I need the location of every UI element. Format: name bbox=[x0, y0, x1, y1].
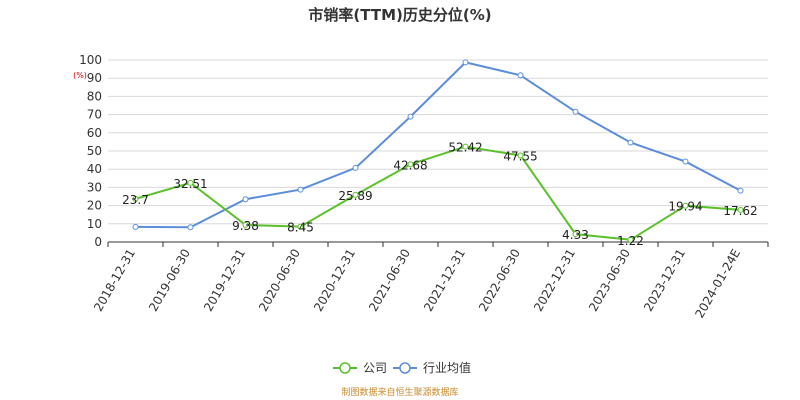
axes bbox=[107, 241, 769, 247]
data-point bbox=[682, 158, 689, 165]
x-tick-label: 2021-12-31 bbox=[421, 247, 468, 314]
y-tick-label: 0 bbox=[94, 235, 102, 249]
y-tick-label: 10 bbox=[87, 217, 102, 231]
data-label: 17.62 bbox=[723, 204, 757, 218]
data-point bbox=[352, 191, 359, 198]
y-tick-labels: 0 10 20 30 40 50 60 70 80 90 100 bbox=[79, 53, 102, 249]
y-tick-label: 70 bbox=[87, 108, 102, 122]
data-label: 32.51 bbox=[173, 177, 207, 191]
data-point bbox=[682, 202, 689, 209]
series-layer: 23.7 32.51 9.38 8.45 25.89 42.68 52.42 47.55 4.3… bbox=[122, 59, 758, 248]
data-point bbox=[627, 236, 634, 243]
x-tick-label: 2020-06-30 bbox=[256, 247, 303, 314]
legend-swatch-marker bbox=[399, 362, 411, 374]
data-label: 42.68 bbox=[393, 158, 427, 172]
data-point bbox=[187, 179, 194, 186]
y-tick-label: 30 bbox=[87, 180, 102, 194]
data-point bbox=[187, 224, 194, 231]
legend-swatch-marker bbox=[339, 362, 351, 374]
data-point bbox=[737, 206, 744, 213]
data-label: 4.33 bbox=[562, 228, 589, 242]
x-tick-labels: 2018-12-31 2019-06-30 2019-12-31 2020-06-30… bbox=[91, 247, 743, 321]
data-label: 8.45 bbox=[287, 221, 314, 235]
source-note: 制图数据来自恒生聚源数据库 bbox=[341, 386, 458, 398]
x-tick-label: 2020-12-31 bbox=[311, 247, 358, 314]
data-point bbox=[572, 108, 579, 115]
y-axis-label: (%) bbox=[73, 71, 87, 80]
x-tick-label: 2019-12-31 bbox=[201, 247, 248, 314]
data-label: 25.89 bbox=[338, 189, 372, 203]
x-tick-label: 2023-06-30 bbox=[586, 247, 633, 314]
x-tick-label: 2018-12-31 bbox=[91, 247, 138, 314]
data-point bbox=[132, 195, 139, 202]
y-tick-label: 90 bbox=[87, 71, 102, 85]
data-point bbox=[407, 161, 414, 168]
x-tick-label: 2021-06-30 bbox=[366, 247, 413, 314]
y-tick-label: 50 bbox=[87, 144, 102, 158]
legend[interactable]: 公司 行业均值 bbox=[333, 360, 471, 375]
data-point bbox=[517, 72, 524, 79]
data-point bbox=[462, 59, 469, 66]
data-point bbox=[297, 186, 304, 193]
series-line bbox=[135, 61, 741, 229]
data-label: 47.55 bbox=[503, 149, 537, 163]
legend-label: 行业均值 bbox=[423, 360, 471, 375]
data-label: 19.94 bbox=[668, 200, 702, 214]
legend-item-1[interactable]: 行业均值 bbox=[393, 360, 471, 375]
y-tick-label: 100 bbox=[79, 53, 102, 67]
data-point bbox=[132, 223, 139, 230]
data-label: 52.42 bbox=[448, 141, 482, 155]
legend-label: 公司 bbox=[363, 361, 387, 375]
y-tick-label: 80 bbox=[87, 89, 102, 103]
data-point bbox=[572, 231, 579, 238]
data-point bbox=[352, 164, 359, 171]
data-labels: 23.7 32.51 9.38 8.45 25.89 42.68 52.42 47.55 4.3… bbox=[122, 141, 758, 248]
data-point bbox=[627, 139, 634, 146]
x-tick-label: 2023-12-31 bbox=[641, 247, 688, 314]
data-point bbox=[242, 196, 249, 203]
data-point bbox=[737, 187, 744, 194]
x-tick-label: 2019-06-30 bbox=[146, 247, 193, 314]
data-label: 23.7 bbox=[122, 193, 149, 207]
x-tick-label: 2024-01-24E bbox=[692, 247, 743, 321]
data-point bbox=[407, 113, 414, 120]
data-label: 9.38 bbox=[232, 219, 259, 233]
series-line bbox=[135, 145, 741, 241]
series-1 bbox=[132, 59, 744, 231]
grid bbox=[108, 59, 768, 225]
y-tick-label: 60 bbox=[87, 126, 102, 140]
data-label: 1.22 bbox=[617, 234, 644, 248]
data-point bbox=[242, 221, 249, 228]
chart-title: 市销率(TTM)历史分位(%) bbox=[308, 6, 491, 24]
series-0 bbox=[132, 143, 744, 243]
x-tick-label: 2022-06-30 bbox=[476, 247, 523, 314]
legend-item-0[interactable]: 公司 bbox=[333, 361, 387, 375]
y-tick-label: 20 bbox=[87, 199, 102, 213]
data-point bbox=[462, 143, 469, 150]
data-point bbox=[517, 152, 524, 159]
data-point bbox=[297, 223, 304, 230]
x-tick-label: 2022-12-31 bbox=[531, 247, 578, 314]
y-tick-label: 40 bbox=[87, 162, 102, 176]
